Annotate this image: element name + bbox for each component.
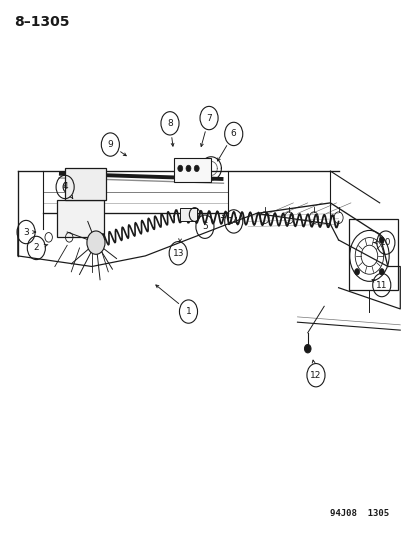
Text: 13: 13 <box>172 249 183 258</box>
Circle shape <box>378 237 383 243</box>
Bar <box>180 208 196 221</box>
Circle shape <box>304 344 310 353</box>
Text: 2: 2 <box>33 244 39 253</box>
Text: 11: 11 <box>375 280 387 289</box>
Circle shape <box>87 231 105 254</box>
Text: 94J08  1305: 94J08 1305 <box>329 510 388 519</box>
Text: 6: 6 <box>230 130 236 139</box>
Text: 9: 9 <box>107 140 113 149</box>
Bar <box>65 168 106 200</box>
Circle shape <box>177 165 182 172</box>
Text: 14: 14 <box>228 217 239 226</box>
Circle shape <box>185 165 190 172</box>
Text: 12: 12 <box>309 370 321 379</box>
Bar <box>57 200 104 237</box>
Circle shape <box>378 269 383 275</box>
Text: 4: 4 <box>62 182 68 191</box>
Bar <box>174 158 211 182</box>
Text: 5: 5 <box>202 222 207 231</box>
Text: 7: 7 <box>206 114 211 123</box>
Text: 8–1305: 8–1305 <box>14 14 69 29</box>
Circle shape <box>354 269 359 275</box>
Text: 1: 1 <box>185 307 191 316</box>
Text: 8: 8 <box>167 119 173 128</box>
Bar <box>348 219 397 290</box>
Circle shape <box>194 165 199 172</box>
Text: 10: 10 <box>379 238 391 247</box>
Text: 3: 3 <box>23 228 29 237</box>
